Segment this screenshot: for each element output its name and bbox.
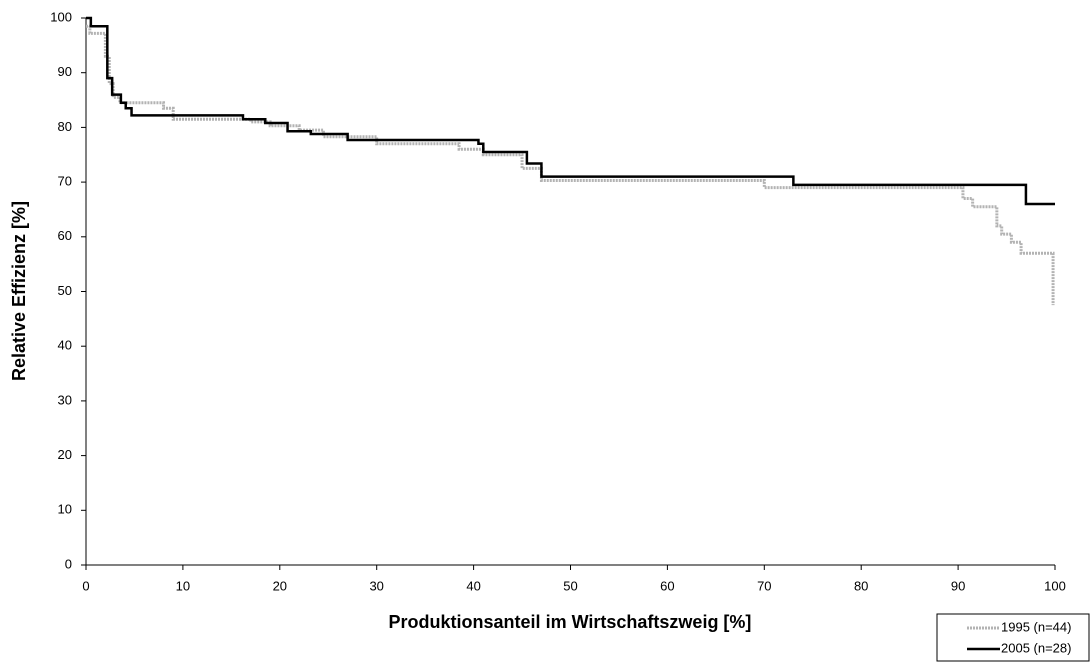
y-tick-label: 70 <box>58 174 72 189</box>
y-tick-label: 40 <box>58 338 72 353</box>
x-axis-title: Produktionsanteil im Wirtschaftszweig [%… <box>389 612 752 632</box>
y-tick-label: 50 <box>58 283 72 298</box>
y-tick-label: 20 <box>58 447 72 462</box>
series-line <box>86 24 1055 306</box>
x-tick-label: 60 <box>660 578 674 593</box>
y-tick-label: 30 <box>58 392 72 407</box>
y-axis-title: Relative Effizienz [%] <box>9 201 29 381</box>
legend-label: 2005 (n=28) <box>1001 640 1071 655</box>
y-tick-label: 10 <box>58 502 72 517</box>
x-tick-label: 30 <box>369 578 383 593</box>
y-tick-label: 90 <box>58 64 72 79</box>
y-tick-label: 60 <box>58 228 72 243</box>
legend-box <box>936 613 1090 662</box>
x-tick-label: 10 <box>176 578 190 593</box>
y-tick-label: 0 <box>65 556 72 571</box>
y-tick-label: 80 <box>58 119 72 134</box>
x-tick-label: 50 <box>563 578 577 593</box>
series-line <box>86 16 1055 206</box>
x-tick-label: 70 <box>757 578 771 593</box>
x-tick-label: 100 <box>1044 578 1066 593</box>
x-tick-label: 20 <box>273 578 287 593</box>
x-tick-label: 90 <box>951 578 965 593</box>
x-tick-label: 0 <box>82 578 89 593</box>
x-tick-label: 80 <box>854 578 868 593</box>
legend-label: 1995 (n=44) <box>1001 619 1071 634</box>
y-tick-label: 100 <box>50 9 72 24</box>
x-tick-label: 40 <box>466 578 480 593</box>
